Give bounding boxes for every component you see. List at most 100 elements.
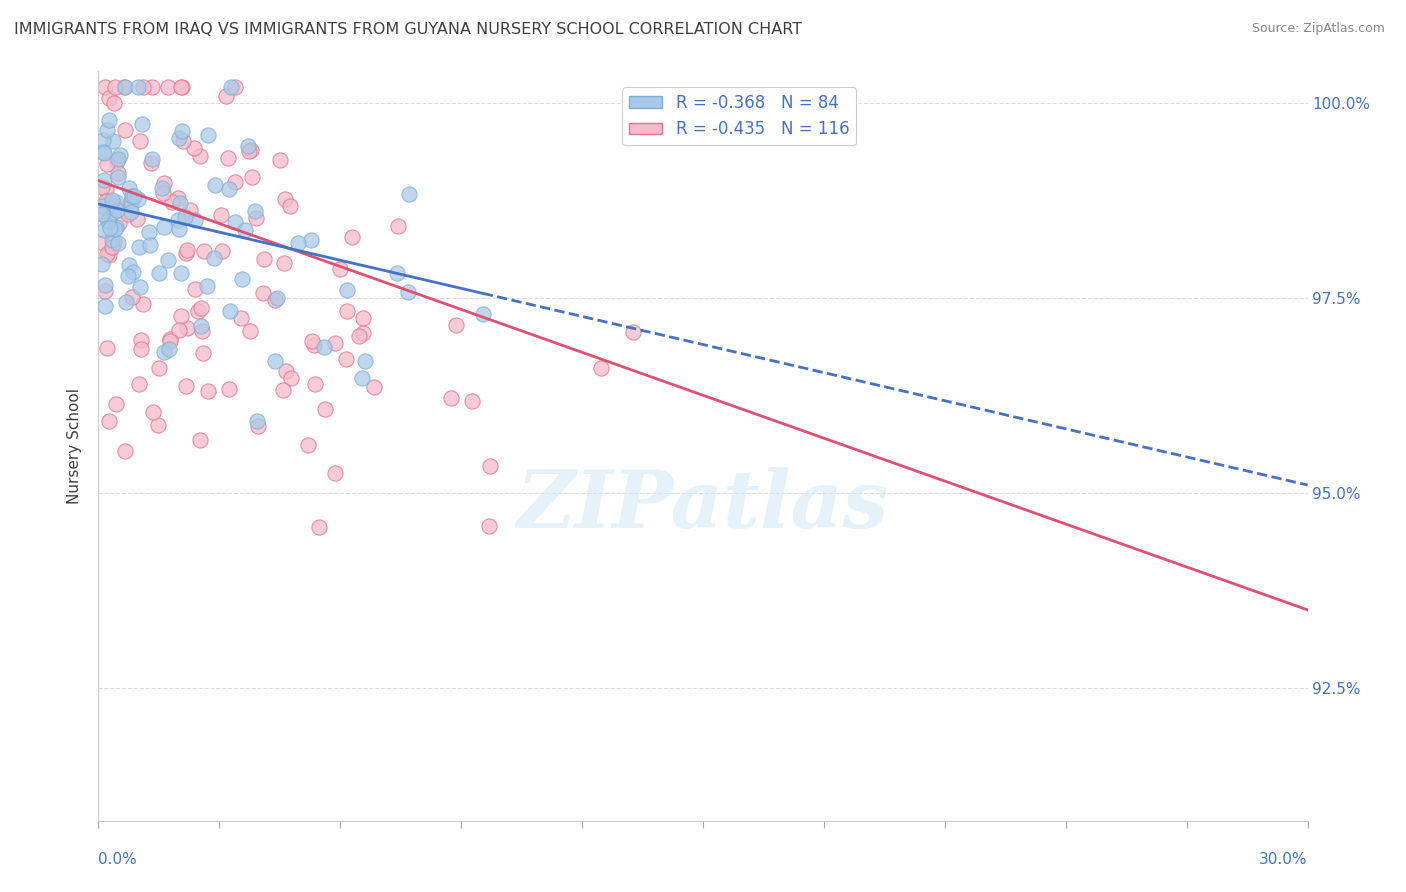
Point — [98, 221, 121, 235]
Point — [336, 283, 359, 297]
Point — [211, 244, 233, 259]
Point — [191, 345, 214, 359]
Point — [352, 326, 374, 340]
Point — [148, 266, 170, 280]
Point — [263, 353, 285, 368]
Point — [301, 334, 323, 349]
Point — [183, 141, 205, 155]
Text: Source: ZipAtlas.com: Source: ZipAtlas.com — [1251, 22, 1385, 36]
Point — [108, 148, 131, 162]
Point — [193, 244, 215, 258]
Point — [107, 170, 129, 185]
Point — [217, 151, 239, 165]
Point — [172, 124, 194, 138]
Point — [132, 80, 155, 95]
Point — [107, 166, 129, 180]
Point — [148, 418, 170, 433]
Point — [224, 175, 246, 189]
Point — [152, 181, 174, 195]
Point — [91, 145, 114, 159]
Point — [105, 220, 128, 235]
Point — [169, 323, 191, 337]
Point — [94, 285, 117, 299]
Point — [266, 292, 288, 306]
Point — [115, 295, 138, 310]
Point — [170, 80, 193, 95]
Point — [231, 311, 253, 326]
Point — [271, 383, 294, 397]
Point — [190, 301, 212, 316]
Point — [471, 307, 494, 321]
Point — [239, 324, 262, 338]
Point — [97, 211, 120, 225]
Point — [131, 117, 153, 131]
Point — [159, 334, 181, 349]
Point — [352, 311, 374, 326]
Point — [103, 135, 125, 149]
Point — [314, 340, 336, 354]
Point — [122, 265, 145, 279]
Point — [105, 202, 128, 217]
Point — [96, 123, 118, 137]
Point — [197, 128, 219, 142]
Point — [297, 438, 319, 452]
Point — [103, 204, 125, 219]
Point — [169, 80, 191, 95]
Point — [97, 248, 120, 262]
Point — [101, 193, 124, 207]
Point — [105, 195, 128, 210]
Point — [96, 341, 118, 355]
Point — [460, 394, 482, 409]
Point — [184, 282, 207, 296]
Point — [117, 268, 139, 283]
Point — [479, 459, 502, 474]
Point — [174, 210, 197, 224]
Point — [204, 178, 226, 192]
Point — [195, 279, 218, 293]
Point — [127, 212, 149, 227]
Point — [621, 325, 644, 339]
Point — [280, 371, 302, 385]
Point — [91, 133, 114, 147]
Point — [157, 342, 180, 356]
Point — [107, 152, 129, 166]
Point — [103, 96, 125, 111]
Point — [329, 261, 352, 276]
Point — [117, 207, 139, 221]
Point — [354, 354, 377, 368]
Point — [104, 199, 127, 213]
Point — [396, 285, 419, 299]
Point — [209, 208, 232, 222]
Point — [252, 286, 274, 301]
Point — [118, 181, 141, 195]
Point — [323, 336, 346, 351]
Point — [142, 404, 165, 418]
Point — [176, 321, 198, 335]
Point — [156, 80, 179, 95]
Point — [91, 207, 114, 221]
Point — [98, 113, 121, 128]
Point — [172, 134, 194, 148]
Point — [104, 222, 127, 236]
Point — [190, 433, 212, 447]
Point — [224, 80, 246, 95]
Point — [94, 80, 117, 95]
Point — [170, 266, 193, 280]
Point — [96, 247, 118, 261]
Point — [108, 216, 131, 230]
Point — [218, 182, 240, 196]
Point — [105, 153, 128, 168]
Point — [218, 304, 240, 318]
Point — [96, 194, 118, 209]
Point — [129, 333, 152, 347]
Point — [440, 391, 463, 405]
Point — [93, 146, 115, 161]
Point — [114, 123, 136, 137]
Point — [169, 131, 191, 145]
Point — [276, 363, 298, 377]
Text: 0.0%: 0.0% — [98, 852, 138, 867]
Point — [100, 233, 122, 247]
Point — [174, 379, 197, 393]
Point — [219, 80, 242, 95]
Point — [91, 179, 114, 194]
